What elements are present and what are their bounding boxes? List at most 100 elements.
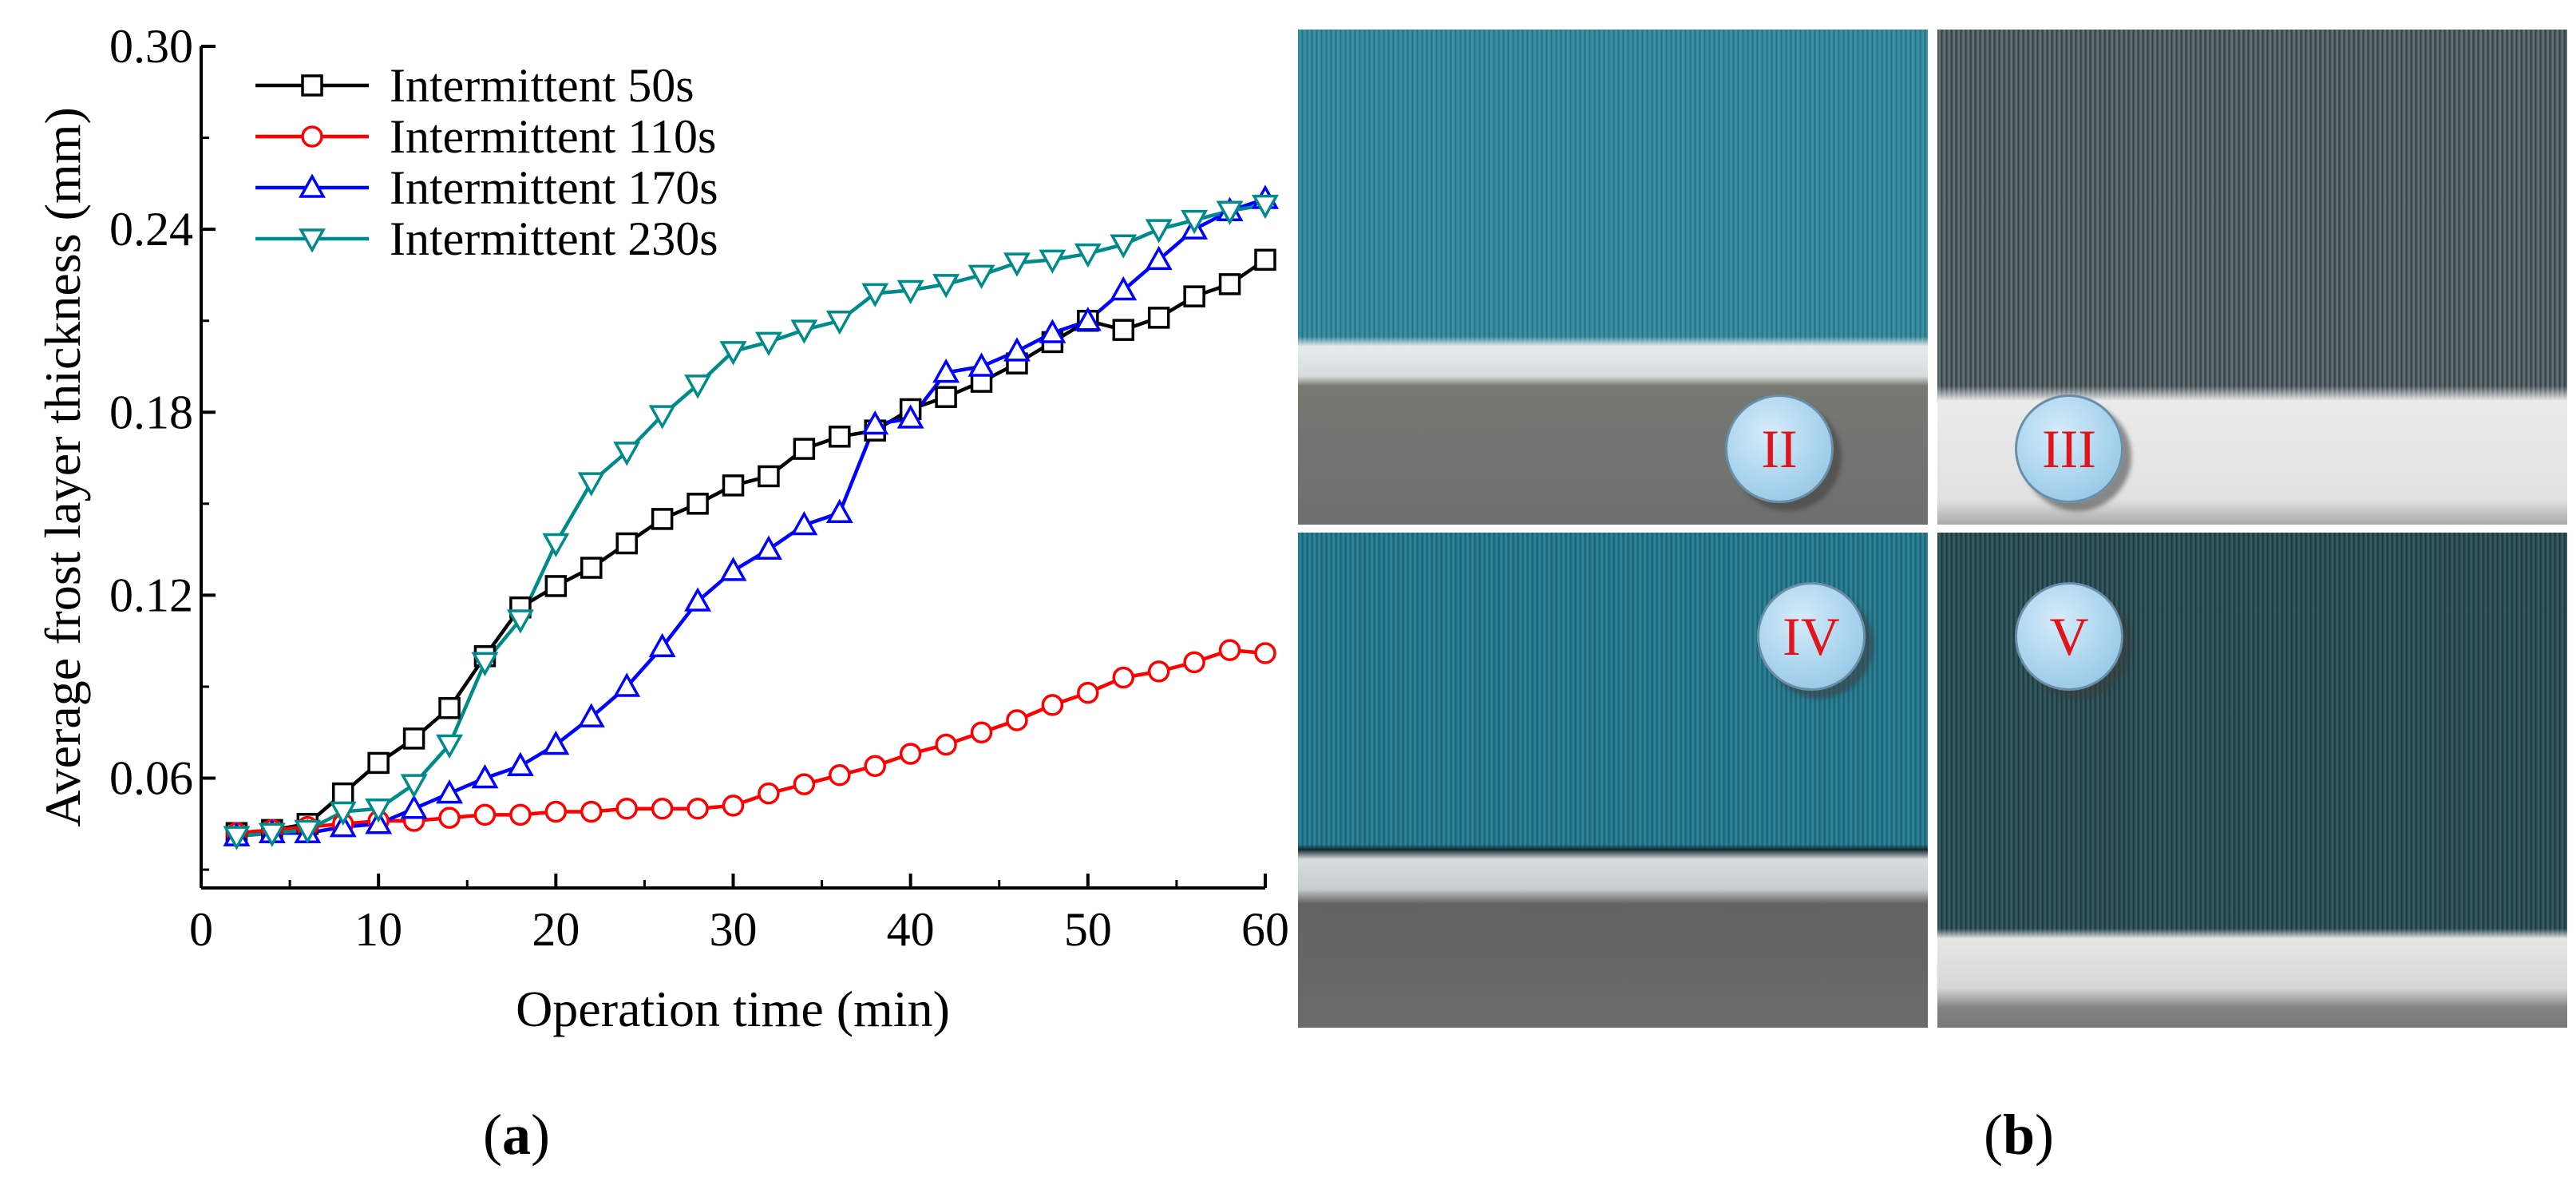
data-point <box>719 341 747 366</box>
x-tick-label: 60 <box>1241 903 1289 956</box>
data-point <box>932 359 960 383</box>
data-point <box>367 751 390 775</box>
data-point <box>258 822 286 847</box>
data-point <box>1039 249 1066 274</box>
photo-panel-iii: III <box>1937 30 2567 525</box>
legend-entry: Intermittent 230s <box>390 212 718 265</box>
data-point <box>967 264 995 289</box>
panel-label-a: (a) <box>483 1103 550 1167</box>
legend-entry: Intermittent 170s <box>390 161 718 214</box>
data-point <box>1181 209 1209 235</box>
data-point <box>829 763 851 787</box>
data-point <box>722 474 745 497</box>
y-tick-label: 0.24 <box>109 203 193 256</box>
y-tick-label: 0.30 <box>109 20 193 73</box>
data-point <box>1003 337 1031 362</box>
x-tick-label: 30 <box>710 903 758 956</box>
data-point <box>329 813 357 838</box>
data-point <box>1006 709 1028 731</box>
data-point <box>1074 243 1102 268</box>
data-point <box>542 533 570 558</box>
data-point <box>580 557 603 579</box>
data-point <box>615 797 638 820</box>
photo-label-badge: II <box>1725 394 1834 503</box>
data-point <box>1074 307 1102 331</box>
data-point <box>1183 651 1205 674</box>
data-point <box>754 331 782 357</box>
legend-marker <box>299 173 326 198</box>
data-point <box>1077 681 1099 704</box>
data-point <box>896 404 924 429</box>
data-point <box>1039 319 1066 343</box>
data-point <box>1252 194 1279 220</box>
data-point <box>473 803 497 826</box>
data-point <box>1254 642 1276 664</box>
data-point <box>436 779 464 804</box>
data-point <box>896 279 924 305</box>
data-point <box>438 696 461 719</box>
data-point <box>825 498 853 524</box>
series-line-2 <box>236 648 1266 835</box>
data-point <box>793 438 816 460</box>
data-point <box>1112 666 1135 689</box>
data-point <box>1110 275 1138 301</box>
data-point <box>1183 285 1205 307</box>
y-tick-label: 0.18 <box>109 386 193 438</box>
data-point <box>223 826 251 850</box>
data-point <box>722 795 745 817</box>
data-point <box>1003 252 1031 277</box>
x-tick-label: 20 <box>532 903 580 956</box>
legend-marker <box>301 125 323 148</box>
data-point <box>402 727 425 750</box>
data-point <box>648 405 676 430</box>
data-point <box>825 310 853 335</box>
data-point <box>967 352 995 377</box>
data-point <box>687 797 709 820</box>
data-point <box>436 734 464 759</box>
photo-panel-v: V <box>1937 533 2567 1028</box>
data-point <box>1218 639 1241 661</box>
data-point <box>613 672 641 697</box>
data-point <box>648 632 676 658</box>
data-point <box>829 426 851 448</box>
legend-marker <box>301 74 323 97</box>
x-tick-label: 50 <box>1064 903 1112 956</box>
data-point <box>864 755 886 777</box>
photo-panel-ii: II <box>1298 30 1928 525</box>
data-point <box>400 774 428 799</box>
photo-label-badge: V <box>2015 582 2123 691</box>
data-point <box>471 652 499 676</box>
data-point <box>1254 248 1276 271</box>
data-point <box>580 800 603 823</box>
data-point <box>793 773 816 795</box>
data-point <box>506 609 534 634</box>
data-point <box>758 465 780 488</box>
data-point <box>687 493 709 515</box>
series-line-3 <box>236 196 1266 838</box>
data-point <box>506 751 534 776</box>
y-tick-label: 0.12 <box>109 569 193 621</box>
data-point <box>544 800 568 823</box>
data-point <box>365 798 393 823</box>
data-point <box>329 801 357 826</box>
data-point <box>790 510 818 536</box>
data-point <box>684 587 712 612</box>
data-point <box>935 733 957 756</box>
data-point <box>1110 234 1138 259</box>
legend-entry: Intermittent 50s <box>390 59 694 112</box>
data-point <box>471 763 499 789</box>
x-tick-label: 0 <box>189 903 213 956</box>
photo-panel-iv: IV <box>1298 533 1928 1028</box>
data-point <box>331 782 354 805</box>
data-point <box>365 810 393 834</box>
data-point <box>1145 219 1173 244</box>
photo-label-badge: III <box>2015 394 2123 503</box>
data-point <box>651 508 674 530</box>
legend-entry: Intermittent 110s <box>390 110 716 163</box>
data-point <box>615 532 638 555</box>
data-point <box>1112 319 1135 341</box>
data-point <box>1218 273 1241 295</box>
x-axis-label: Operation time (min) <box>516 981 950 1037</box>
data-point <box>613 442 641 466</box>
photo-label-badge: IV <box>1757 582 1866 691</box>
